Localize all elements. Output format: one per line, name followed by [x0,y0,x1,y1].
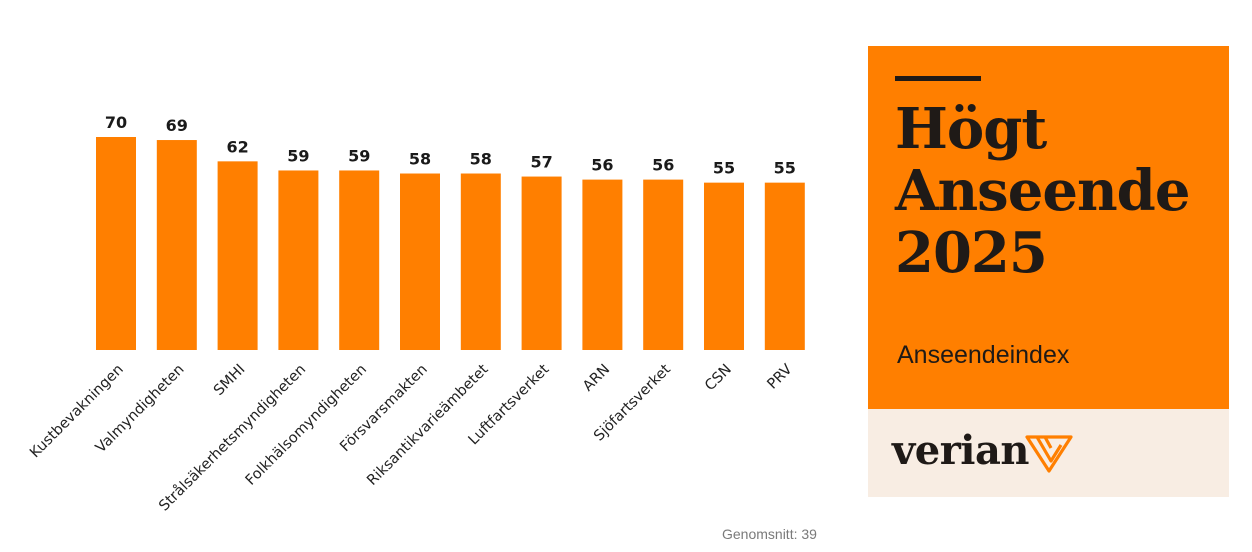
bar-value-label: 57 [530,153,552,172]
average-footnote: Genomsnitt: 39 [722,526,817,542]
category-label: PRV [765,361,796,392]
panel-subtitle: Anseendeindex [897,341,1070,369]
title-panel-orange: Högt Anseende 2025 Anseendeindex [868,46,1229,409]
bar-12 [764,182,805,350]
verian-triangle-logo-icon [1025,435,1073,473]
bar-value-label: 58 [409,150,431,169]
bar-value-label: 59 [348,146,370,165]
bar-2 [156,140,197,350]
verian-logo-text: verian [892,427,1029,474]
bar-1 [96,137,136,350]
bar-11 [704,182,744,350]
bar-5 [339,170,380,350]
category-label: Riksantikvarieämbetet [364,361,492,489]
bar-value-label: 62 [226,137,248,156]
title-panel: Högt Anseende 2025 Anseendeindex verian [868,46,1229,497]
bar-4 [278,170,319,350]
bar-7 [460,173,501,350]
bar-value-label: 58 [470,150,492,169]
bar-value-label: 59 [287,146,309,165]
panel-title: Högt Anseende 2025 [895,98,1225,284]
bar-value-label: 69 [166,116,188,135]
bar-8 [521,176,562,350]
category-label: CSN [702,362,735,395]
category-label: ARN [580,362,613,395]
bar-value-label: 55 [713,159,735,178]
bar-value-label: 56 [652,156,674,175]
bar-3 [217,161,258,350]
title-rule [895,76,981,81]
category-label: SMHI [211,362,248,399]
panel-title-line-1: Högt [895,96,1047,162]
bar-10 [643,179,684,350]
logo-area: verian [868,409,1229,497]
category-label: Folkhälsomyndigheten [243,362,370,489]
bar-9 [582,179,623,350]
bar-value-label: 56 [591,156,613,175]
bar-6 [400,173,440,350]
bar-value-label: 70 [105,113,127,132]
bar-value-label: 55 [774,159,796,178]
panel-title-line-3: 2025 [895,220,1048,286]
panel-title-line-2: Anseende [895,158,1190,224]
